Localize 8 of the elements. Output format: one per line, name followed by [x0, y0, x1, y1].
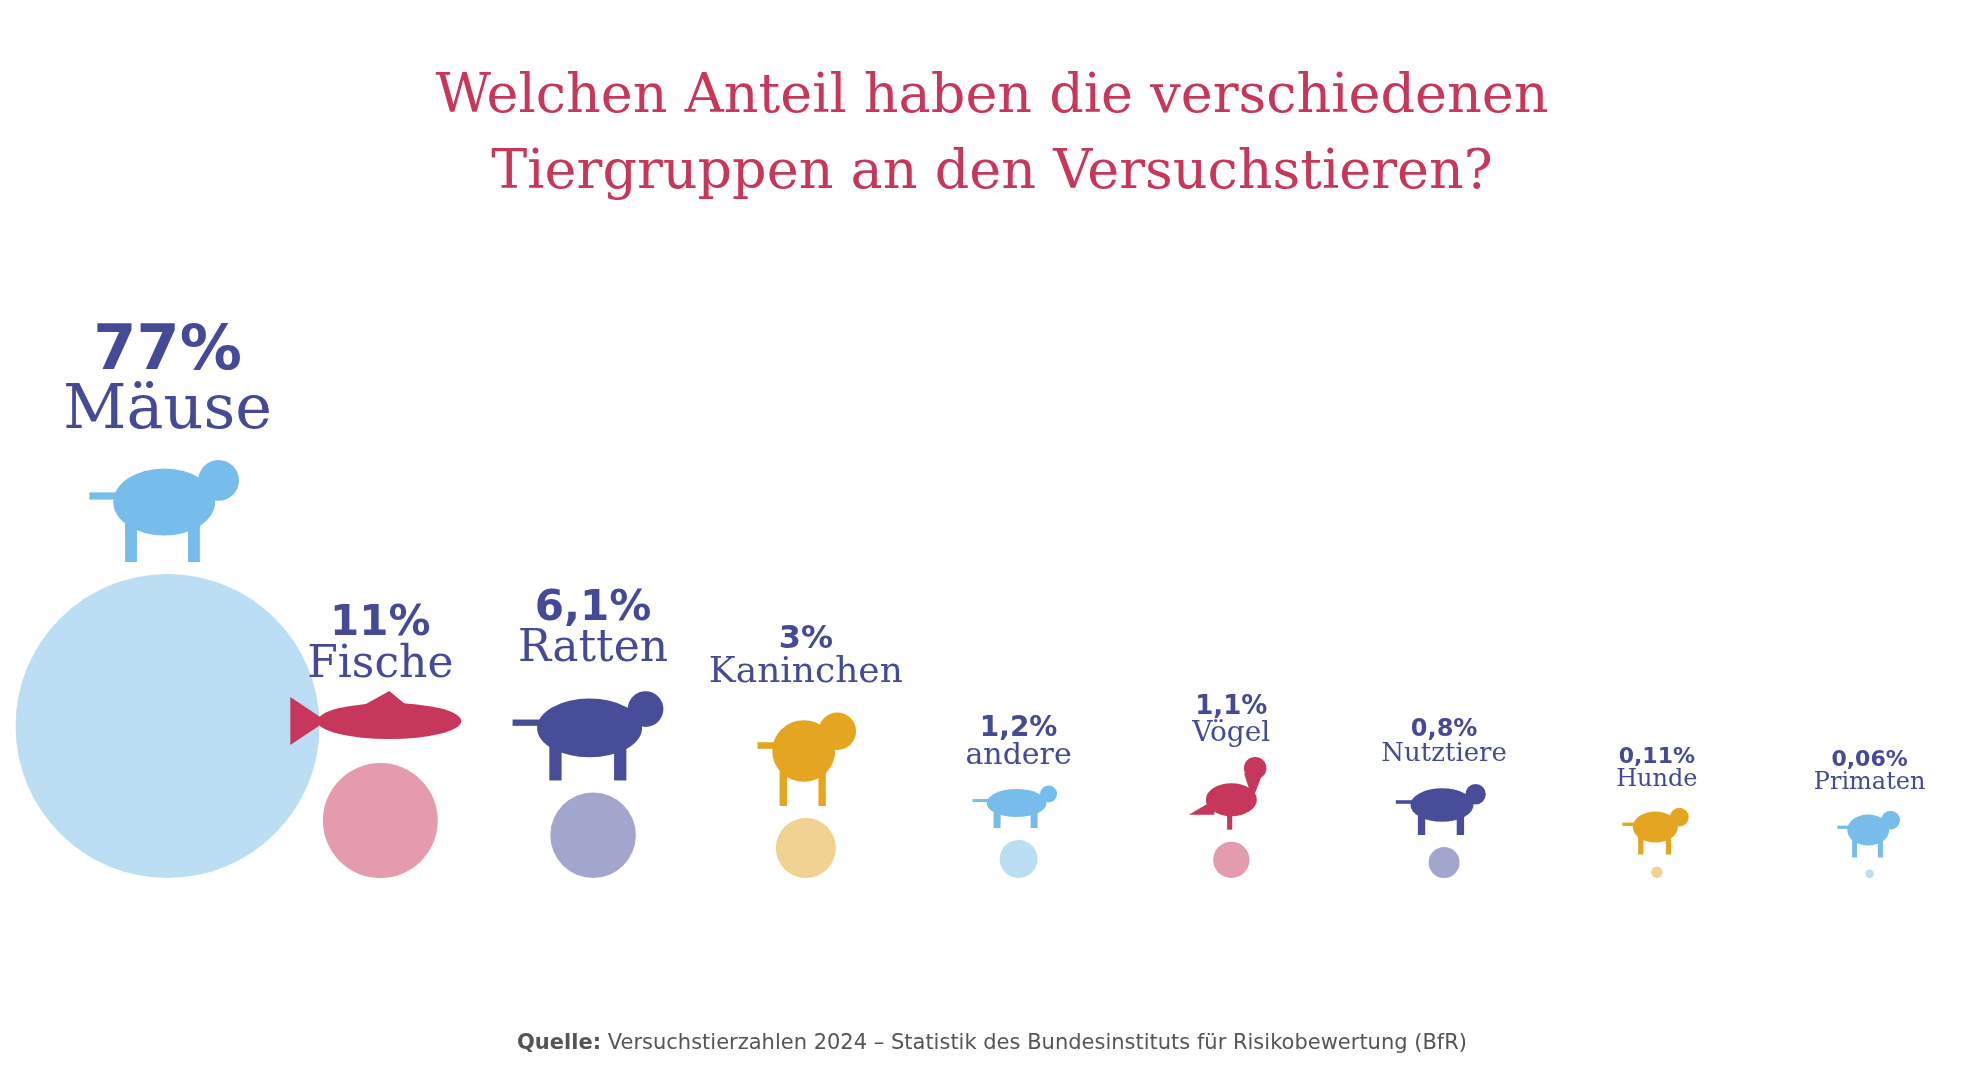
- category-label: Mäuse: [63, 370, 273, 443]
- source-note: Quelle: Versuchstierzahlen 2024 – Statistik des Bundesinstituts für Risikobewertung (BfR): [516, 1030, 1468, 1054]
- data-label: 0,8%: [1410, 714, 1478, 743]
- text: Welchen Anteil haben die verschiedenen Tiergruppen an den Versuchstieren?: [434, 61, 1550, 203]
- category-label: Fische: [307, 636, 454, 688]
- data-label: 1,2%: [979, 709, 1058, 743]
- data-label: 0,06%: [1831, 745, 1908, 771]
- data-label: 0,11%: [1618, 742, 1696, 768]
